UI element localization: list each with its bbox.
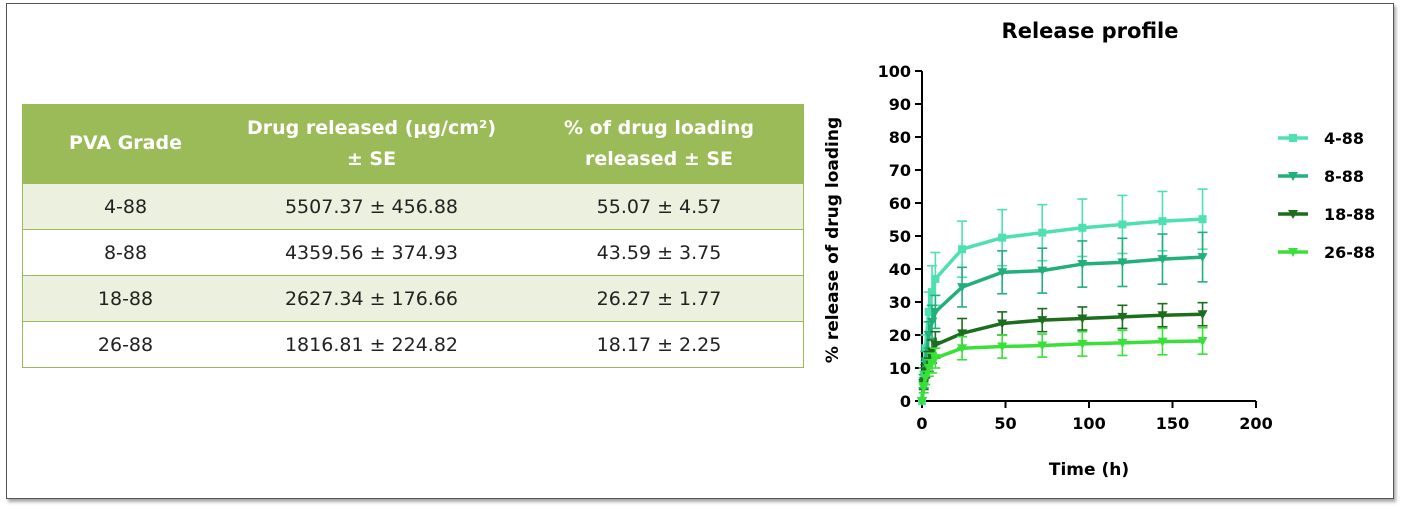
data-point [1117, 312, 1128, 322]
legend-label: 26-88 [1324, 243, 1375, 262]
data-point [1289, 134, 1297, 142]
y-tick-label: 0 [900, 392, 911, 411]
data-point [1198, 215, 1207, 224]
series-8-88 [917, 231, 1208, 406]
legend: 4-88 8-88 18-88 26-88 [1278, 129, 1375, 262]
y-tick-label: 20 [889, 326, 911, 345]
table-row: 4-88 5507.37 ± 456.88 55.07 ± 4.57 [22, 183, 804, 230]
table-row: 26-88 1816.81 ± 224.82 18.17 ± 2.25 [22, 321, 804, 368]
data-point [1197, 336, 1208, 346]
legend-label: 8-88 [1324, 167, 1364, 186]
data-point [1038, 228, 1047, 237]
data-point [1077, 339, 1088, 349]
data-point [997, 268, 1008, 278]
cell-percent: 43.59 ± 3.75 [515, 229, 804, 276]
release-profile-chart: Release profile % release of drug loadin… [823, 19, 1375, 480]
y-tick-label: 40 [889, 260, 911, 279]
data-point [1118, 220, 1127, 229]
data-point [1197, 253, 1208, 263]
cell-drug-released: 2627.34 ± 176.66 [228, 275, 515, 322]
release-table: PVA Grade Drug released (μg/cm²) ± SE % o… [22, 104, 804, 368]
data-point [928, 288, 937, 297]
data-point [1077, 260, 1088, 270]
data-point [1117, 338, 1128, 348]
data-point [1037, 266, 1048, 276]
y-axis-label: % release of drug loading [823, 117, 843, 363]
cell-drug-released: 1816.81 ± 224.82 [228, 321, 515, 368]
legend-item: 8-88 [1278, 167, 1364, 186]
data-point [957, 283, 968, 293]
cell-percent: 18.17 ± 2.25 [515, 321, 804, 368]
cell-grade: 18-88 [22, 275, 228, 322]
data-point [918, 383, 929, 393]
x-tick-label: 200 [1239, 414, 1272, 433]
cell-grade: 26-88 [22, 321, 228, 368]
data-point [957, 329, 968, 339]
x-tick-label: 100 [1072, 414, 1105, 433]
y-tick-label: 90 [889, 95, 911, 114]
data-point [1077, 314, 1088, 324]
data-point [930, 307, 941, 317]
cell-grade: 4-88 [22, 183, 228, 230]
series-line [920, 339, 1203, 402]
data-point [1158, 217, 1167, 226]
table-row: 8-88 4359.56 ± 374.93 43.59 ± 3.75 [22, 229, 804, 276]
data-point [1078, 223, 1087, 232]
series-group [917, 188, 1208, 406]
data-point [1197, 310, 1208, 320]
y-tick-label: 10 [889, 359, 911, 378]
legend-label: 4-88 [1324, 129, 1364, 148]
x-tick-label: 150 [1156, 414, 1189, 433]
chart-title: Release profile [1002, 19, 1179, 43]
y-tick-label: 70 [889, 161, 911, 180]
legend-item: 4-88 [1278, 129, 1364, 148]
axes: 0 10 20 30 40 50 60 70 80 90 100 0 50 100 150 200 [878, 62, 1273, 433]
y-tick-label: 30 [889, 293, 911, 312]
table-header-row: PVA Grade Drug released (μg/cm²) ± SE % o… [22, 104, 804, 184]
data-point [998, 233, 1007, 242]
data-point [924, 307, 933, 316]
header-percent-loading: % of drug loading released ± SE [515, 104, 804, 184]
data-point [930, 354, 941, 364]
data-point [917, 397, 927, 406]
data-point [997, 342, 1008, 352]
data-point [1117, 258, 1128, 268]
legend-item: 18-88 [1278, 205, 1375, 224]
cell-drug-released: 4359.56 ± 374.93 [228, 229, 515, 276]
y-tick-label: 80 [889, 128, 911, 147]
data-point [958, 245, 967, 254]
data-point [1157, 255, 1168, 265]
data-point [1157, 311, 1168, 321]
data-point [927, 347, 938, 357]
cell-percent: 55.07 ± 4.57 [515, 183, 804, 230]
data-point [1037, 316, 1048, 326]
data-point [920, 373, 931, 383]
data-point [923, 331, 934, 340]
cell-percent: 26.27 ± 1.77 [515, 275, 804, 322]
data-point [1037, 341, 1048, 351]
legend-item: 26-88 [1278, 243, 1375, 262]
data-point [997, 319, 1008, 329]
x-axis-label: Time (h) [1049, 460, 1129, 480]
header-drug-released: Drug released (μg/cm²) ± SE [228, 104, 515, 184]
data-point [1288, 210, 1298, 219]
data-point [1157, 337, 1168, 347]
header-pva-grade: PVA Grade [22, 104, 228, 184]
y-tick-label: 50 [889, 227, 911, 246]
cell-grade: 8-88 [22, 229, 228, 276]
table-row: 18-88 2627.34 ± 176.66 26.27 ± 1.77 [22, 275, 804, 322]
data-point [957, 344, 968, 354]
data-point [931, 274, 940, 283]
x-tick-label: 0 [916, 414, 927, 433]
y-tick-label: 100 [878, 62, 911, 81]
data-point [1288, 248, 1298, 257]
legend-label: 18-88 [1324, 205, 1375, 224]
x-tick-label: 50 [994, 414, 1016, 433]
data-point [1288, 172, 1298, 181]
cell-drug-released: 5507.37 ± 456.88 [228, 183, 515, 230]
data-point [927, 317, 938, 327]
data-point [930, 340, 941, 350]
series-26-88 [917, 326, 1208, 406]
y-tick-label: 60 [889, 194, 911, 213]
